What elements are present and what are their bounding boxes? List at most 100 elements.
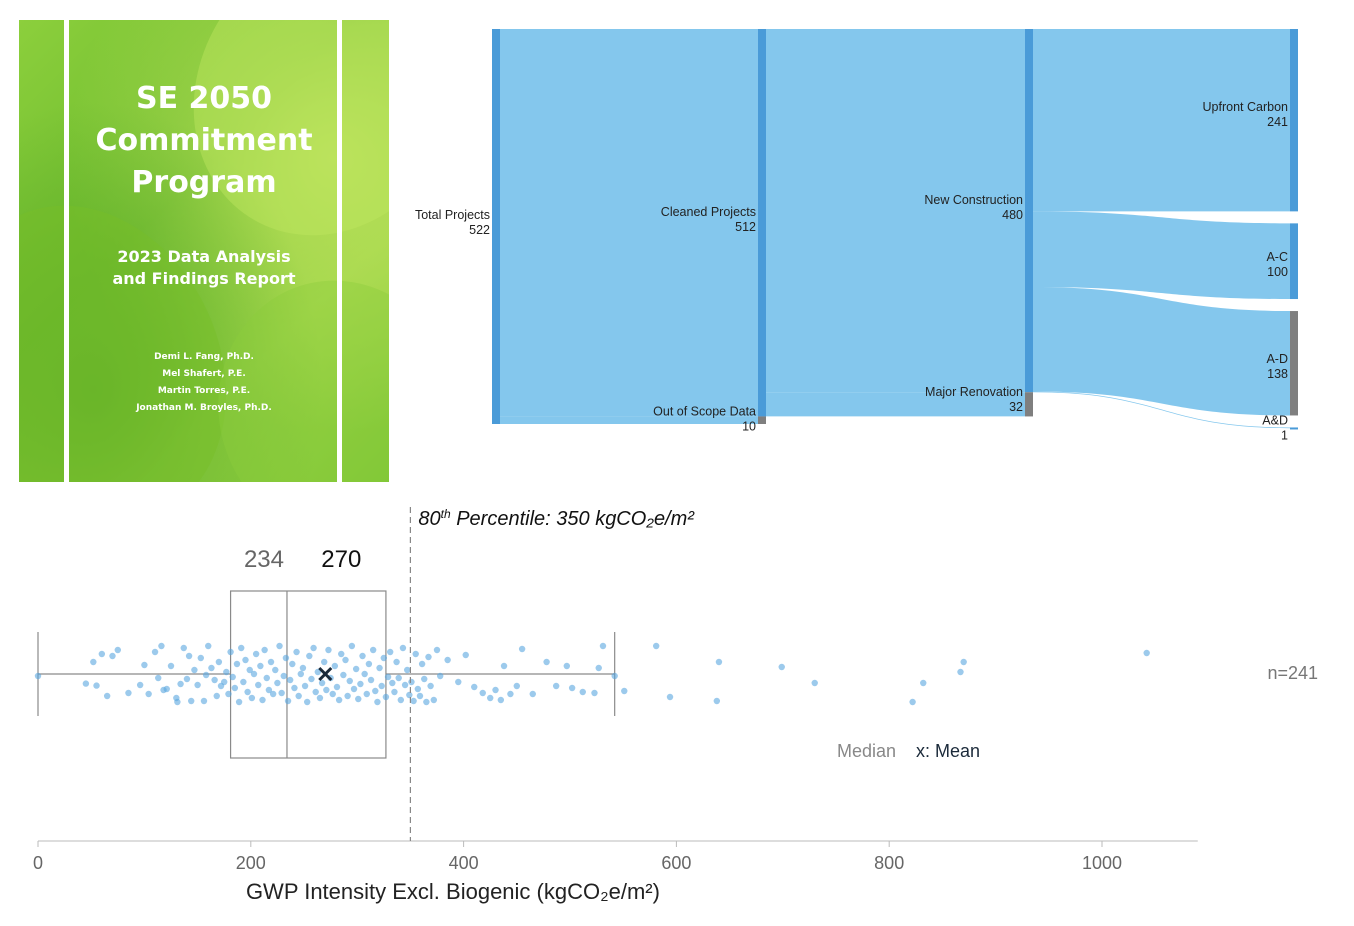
data-point [109, 652, 116, 660]
percentile-label: 80th Percentile: 350 kgCO₂e/m² [418, 507, 695, 530]
sankey-node-label: Total Projects [415, 208, 490, 222]
cover-author: Martin Torres, P.E. [157, 386, 251, 396]
data-point [355, 695, 362, 703]
data-point [513, 682, 520, 690]
sankey-node-value: 138 [1267, 367, 1288, 381]
data-point [227, 648, 234, 656]
data-point [418, 660, 426, 668]
data-point [487, 694, 494, 702]
data-point [284, 697, 292, 705]
data-point [289, 660, 296, 668]
data-point [529, 690, 536, 698]
data-point [103, 692, 111, 700]
data-point [380, 654, 387, 662]
data-point [145, 690, 152, 698]
data-point [393, 658, 400, 666]
sankey-node-value: 522 [469, 223, 490, 237]
sankey-node-oos [758, 416, 766, 424]
cover-author: Mel Shafert, P.E. [162, 369, 246, 379]
sankey-node-value: 10 [742, 419, 756, 433]
data-point [920, 679, 927, 687]
data-point [455, 678, 462, 686]
data-point [229, 673, 236, 681]
data-point [255, 681, 262, 689]
data-point [202, 671, 210, 679]
data-point [444, 656, 451, 664]
data-point [278, 689, 285, 697]
data-point [433, 646, 441, 654]
median-value-label: 234 [244, 546, 284, 573]
data-point [200, 697, 208, 705]
sankey-link-cleaned-newc [766, 29, 1025, 393]
data-point [174, 698, 181, 706]
data-point [340, 671, 347, 679]
data-point [93, 682, 100, 689]
data-point [957, 668, 964, 676]
cover-author: Demi L. Fang, Ph.D. [154, 352, 254, 362]
data-point [293, 648, 300, 656]
data-point [338, 650, 345, 658]
data-point [399, 644, 407, 652]
sankey-node-label: Major Renovation [925, 385, 1023, 399]
mean-value-label: 270 [321, 546, 361, 573]
data-point [335, 696, 343, 704]
data-point [518, 645, 526, 653]
data-point [286, 676, 294, 684]
percentile-label-number: 80 [418, 508, 440, 530]
data-point [231, 684, 239, 692]
data-point [244, 688, 251, 696]
cover-title: SE 2050 Commitment Program [19, 78, 389, 204]
data-point [246, 666, 253, 674]
data-point [568, 684, 576, 692]
cover-title-line: Commitment [95, 123, 313, 158]
data-point [479, 689, 486, 697]
data-point [395, 674, 402, 682]
sankey-node-value: 241 [1267, 115, 1288, 129]
data-point [423, 698, 430, 706]
data-point [382, 693, 390, 701]
data-point [310, 644, 317, 652]
data-point [369, 646, 377, 654]
data-point [352, 665, 360, 673]
sankey-node-value: 512 [735, 220, 756, 234]
sankey-link-newc-aandd [1033, 391, 1290, 429]
sankey-node-label: Out of Scope Data [653, 404, 756, 418]
data-point [90, 658, 97, 666]
data-point [778, 663, 785, 671]
mean-marker-stroke [318, 666, 333, 682]
data-point [374, 698, 381, 706]
data-point [595, 664, 602, 672]
data-point [325, 646, 332, 654]
data-point [611, 672, 618, 680]
data-point [492, 686, 499, 694]
sankey-link-total-oos [500, 416, 758, 424]
data-point [114, 646, 122, 654]
sample-size-label: n=241 [1267, 663, 1318, 683]
sankey-node-ac [1290, 223, 1298, 300]
data-point [314, 668, 322, 676]
data-point [357, 680, 364, 688]
cover-authors: Demi L. Fang, Ph.D. Mel Shafert, P.E. Ma… [19, 349, 389, 417]
data-point [188, 697, 195, 705]
sankey-node-value: 480 [1002, 208, 1023, 222]
data-point [350, 685, 358, 693]
data-point [291, 684, 298, 692]
data-point [194, 681, 201, 689]
data-point [215, 658, 223, 666]
data-point [462, 651, 469, 659]
data-point [909, 698, 916, 706]
sankey-link-newc-upfront [1033, 29, 1290, 212]
data-point [263, 674, 270, 682]
data-point [427, 682, 434, 690]
sankey-node-label: Upfront Carbon [1203, 100, 1289, 114]
legend-mean: x: Mean [916, 741, 980, 761]
data-point [406, 691, 413, 699]
data-point [259, 696, 266, 704]
data-point [242, 656, 249, 664]
cover-title-line: Program [131, 165, 277, 200]
data-point [240, 678, 247, 686]
data-point [365, 660, 373, 668]
sankey-node-label: Cleaned Projects [661, 205, 756, 219]
data-point [125, 689, 132, 697]
data-point [348, 642, 356, 650]
